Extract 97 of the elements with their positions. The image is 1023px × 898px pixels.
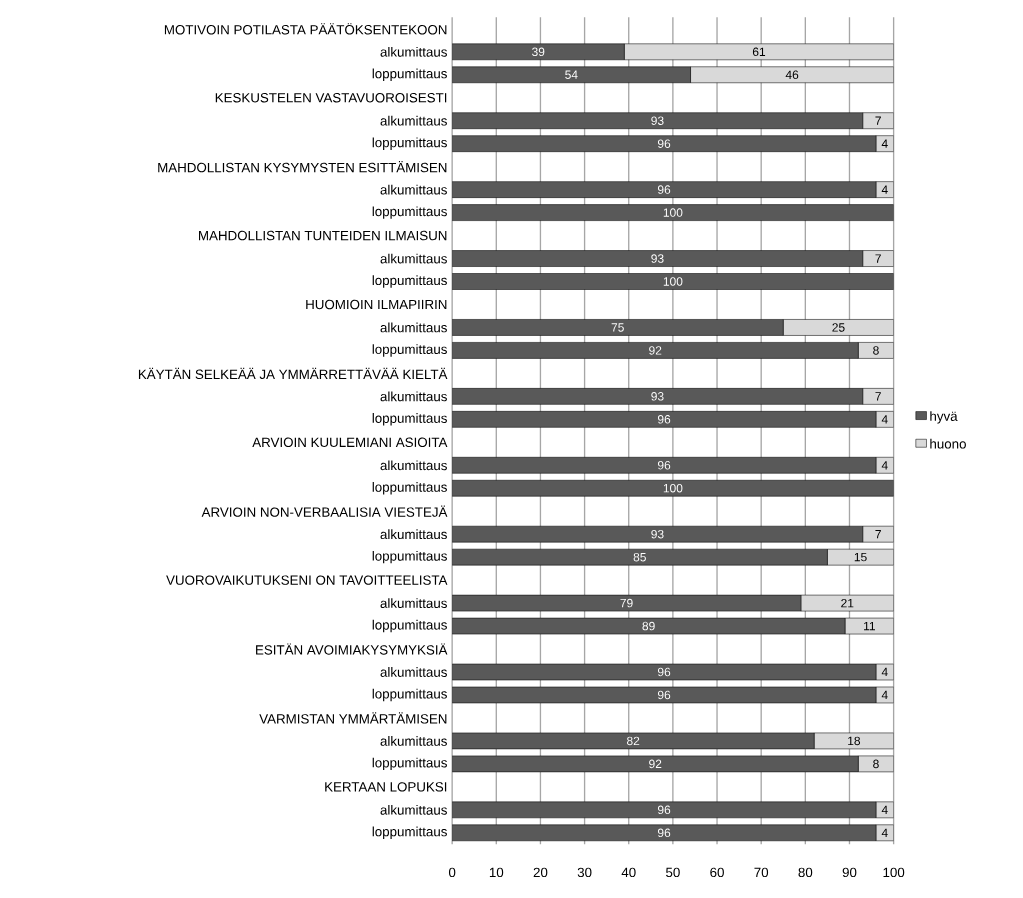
data-label: 93: [651, 392, 664, 401]
data-label: 4: [881, 185, 888, 194]
data-label: 93: [651, 530, 664, 539]
data-label: 82: [627, 736, 640, 746]
data-label: 79: [620, 599, 633, 608]
y-tick-label: alkumittaus: [380, 529, 447, 540]
bar: [452, 204, 894, 222]
y-tick-label: loppumittaus: [372, 551, 447, 564]
data-label: 100: [663, 277, 683, 286]
y-tick-label: alkumittaus: [380, 184, 447, 195]
y-tick-label: alkumittaus: [380, 322, 447, 333]
data-label: 96: [657, 415, 671, 424]
legend-label: hyvä: [930, 411, 958, 424]
y-tick-label: ARVIOIN KUULEMIANI ASIOITA: [252, 437, 448, 448]
data-label: 92: [649, 759, 662, 769]
x-tick-label: 70: [754, 867, 769, 878]
y-tick-label: alkumittaus: [380, 736, 447, 746]
y-tick-label: VARMISTAN YMMÄRTÄMISEN: [259, 712, 447, 724]
y-tick-label: loppumittaus: [372, 826, 447, 840]
data-label: 85: [633, 553, 646, 562]
data-label: 11: [864, 622, 875, 631]
data-label: 4: [881, 828, 888, 838]
data-label: 4: [881, 415, 888, 424]
y-tick-label: alkumittaus: [380, 460, 447, 471]
data-label: 8: [873, 759, 879, 769]
y-tick-label: alkumittaus: [380, 391, 447, 402]
data-label: 96: [657, 139, 671, 149]
data-label: 39: [532, 47, 545, 57]
y-tick-label: loppumittaus: [372, 757, 447, 771]
x-tick-label: 90: [842, 867, 857, 878]
x-tick-label: 0: [448, 867, 456, 878]
data-label: 7: [875, 254, 881, 263]
y-tick-label: alkumittaus: [380, 116, 447, 126]
y-tick-label: HUOMIOIN ILMAPIIRIN: [306, 299, 447, 310]
data-label: 4: [881, 691, 888, 700]
y-tick-label: MOTIVOIN POTILASTA PÄÄTÖKSENTEKOON: [164, 23, 447, 35]
y-tick-label: alkumittaus: [380, 667, 447, 678]
data-label: 92: [649, 346, 662, 355]
y-tick-label: KERTAAN LOPUKSI: [325, 782, 447, 792]
data-label: 93: [651, 254, 664, 263]
legend-label: huono: [930, 439, 966, 449]
data-label: 100: [663, 484, 683, 493]
data-label: 15: [854, 553, 867, 562]
data-label: 7: [875, 116, 881, 126]
y-tick-label: ARVIOIN NON-VERBAALISIA VIESTEJÄ: [201, 505, 448, 518]
y-tick-label: alkumittaus: [380, 253, 447, 264]
data-label: 96: [657, 828, 671, 838]
y-tick-label: loppumittaus: [372, 620, 447, 633]
data-label: 7: [875, 392, 881, 401]
data-label: 8: [873, 346, 879, 355]
y-tick-label: ESITÄN AVOIMIAKYSYMYKSIÄ: [256, 643, 448, 655]
data-label: 93: [651, 116, 664, 126]
y-tick-label: loppumittaus: [372, 482, 447, 495]
data-label: 75: [611, 323, 624, 332]
data-label: 96: [657, 690, 671, 700]
x-tick-label: 30: [577, 867, 592, 878]
data-label: 18: [848, 736, 861, 746]
y-tick-label: loppumittaus: [372, 688, 447, 702]
data-label: 96: [657, 667, 671, 677]
y-tick-label: loppumittaus: [372, 275, 447, 288]
data-label: 21: [841, 599, 854, 608]
data-label: 61: [752, 47, 766, 57]
y-tick-label: alkumittaus: [380, 805, 447, 815]
data-label: 100: [663, 208, 683, 218]
y-tick-label: alkumittaus: [380, 47, 447, 57]
x-tick-label: 50: [666, 867, 680, 878]
x-tick-label: 40: [621, 867, 636, 878]
y-tick-label: loppumittaus: [372, 137, 447, 151]
x-tick-label: 10: [489, 867, 504, 878]
y-tick-label: KESKUSTELEN VASTAVUOROISESTI: [215, 93, 447, 103]
y-tick-label: VUOROVAIKUTUKSENI ON TAVOITTEELISTA: [166, 575, 448, 586]
data-label: 25: [832, 323, 845, 332]
y-tick-label: loppumittaus: [372, 68, 447, 82]
bar: [452, 480, 894, 497]
data-label: 89: [642, 621, 655, 631]
data-label: 4: [881, 805, 888, 815]
bar: [452, 273, 894, 290]
y-tick-label: loppumittaus: [372, 413, 447, 426]
data-label: 7: [875, 530, 881, 539]
x-tick-label: 20: [533, 867, 548, 878]
y-tick-label: KÄYTÄN SELKEÄÄ JA YMMÄRRETTÄVÄÄ KIELTÄ: [138, 367, 448, 380]
y-tick-label: MAHDOLLISTAN KYSYMYSTEN ESITTÄMISEN: [158, 161, 447, 173]
data-label: 96: [657, 461, 671, 470]
data-label: 4: [881, 668, 888, 677]
y-tick-label: loppumittaus: [372, 206, 447, 219]
x-tick-label: 80: [798, 867, 813, 878]
data-label: 46: [785, 70, 799, 80]
y-tick-label: alkumittaus: [380, 598, 447, 609]
data-label: 54: [565, 70, 578, 80]
data-label: 96: [657, 805, 671, 815]
data-label: 4: [881, 139, 888, 148]
data-label: 4: [881, 461, 888, 470]
y-tick-label: loppumittaus: [372, 344, 447, 357]
y-tick-label: MAHDOLLISTAN TUNTEIDEN ILMAISUN: [199, 231, 447, 241]
data-label: 96: [657, 185, 671, 195]
x-tick-label: 100: [883, 867, 905, 878]
x-tick-label: 60: [710, 867, 724, 878]
